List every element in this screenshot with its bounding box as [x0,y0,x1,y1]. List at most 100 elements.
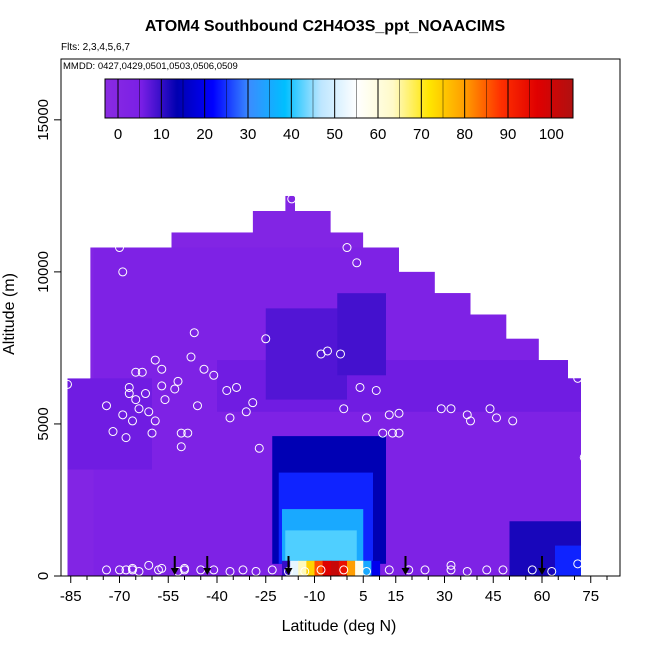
sample-point [176,442,186,452]
sample-point [336,349,345,359]
sample-point [267,565,277,575]
sample-point [427,261,436,271]
sample-point [63,379,72,389]
sample-point [485,404,495,414]
sample-point [352,258,362,268]
flight-arrow-head [401,568,410,575]
sample-point [394,428,404,438]
sample-point [144,560,154,570]
sample-point [251,566,261,576]
flight-arrow-head [170,568,179,575]
sample-point [131,395,141,405]
flight-arrow-head [203,568,212,575]
sample-point [147,428,157,438]
field-patch [337,293,386,376]
sample-point [180,563,189,573]
sample-point [157,381,167,391]
sample-point [225,413,235,423]
sample-point [446,560,456,570]
sample-point [300,566,310,576]
sample-point [134,404,144,414]
surface-cell [306,560,316,576]
sample-point [371,385,381,395]
sample-point [241,407,251,417]
surface-cell [314,560,324,576]
sample-point [170,384,180,394]
sample-point [446,404,456,414]
sample-point [443,243,453,253]
sample-point [508,416,518,426]
colorbar-tick-label: 100 [539,126,564,143]
flight-arrow-head [538,568,546,575]
sample-point [466,416,475,426]
flights-note: Flts: 2,3,4,5,6,7 [61,42,130,53]
sample-point [254,443,264,453]
colorbar-tick-label: 30 [240,126,257,143]
sample-point [144,407,154,417]
colorbar: 0 10 20 30 40 50 60 70 80 90 100 [104,78,574,143]
sample-point [573,373,583,383]
x-tick-label: -40 [206,588,228,605]
colorbar-tick-label: 20 [196,126,213,143]
sample-point [436,404,446,414]
sample-point [115,243,124,253]
x-axis-title: Latitude (deg N) [282,618,397,635]
sample-point [186,352,196,362]
sample-point [193,401,202,411]
sample-point [316,565,326,575]
sample-point [150,355,160,365]
sample-point [323,346,332,356]
x-tick-label: 45 [485,588,502,605]
x-tick-label: -55 [157,588,179,605]
sample-points [63,194,589,576]
colorbar-tick-label: 70 [413,126,430,143]
sample-point [355,382,365,392]
sample-point [157,364,167,374]
sample-point [342,243,352,253]
sample-point [446,565,456,575]
sample-point [248,398,258,408]
sample-point [462,566,472,576]
sample-point [420,565,430,575]
sample-point [176,428,186,438]
sample-point [362,566,371,576]
sample-point [102,565,111,575]
sample-point [482,565,492,575]
sample-point [498,565,508,575]
y-tick-label: 0 [35,572,52,580]
sample-point [384,565,394,575]
dates-note: MMDD: 0427,0429,0501,0503,0506,0509 [63,61,238,72]
field-patch [67,378,152,470]
sample-point [131,367,141,377]
sample-point [362,413,371,423]
y-axis-title: Altitude (m) [1,273,18,355]
surface-cell [363,560,372,576]
sample-point [121,565,131,575]
plot-frame [60,58,621,577]
concentration-field [67,195,581,576]
sample-point [384,410,394,420]
sample-point [118,410,128,420]
sample-point [118,267,128,277]
surface-cell [347,560,356,576]
chart-title: ATOM4 Southbound C2H4O3S_ppt_NOAACIMS [144,18,506,35]
colorbar-tick-label: 50 [326,126,343,143]
surface-cell [322,560,332,576]
sample-point [102,401,111,411]
x-tick-label: -25 [255,588,277,605]
y-tick-label: 5000 [35,407,52,440]
colorbar-tick-label: 90 [500,126,517,143]
x-tick-label: 30 [436,588,453,605]
colorbar-bar [104,78,574,119]
colorbar-tick-label: 80 [456,126,473,143]
sample-point [157,563,167,573]
sample-point [222,385,232,395]
x-tick-label: -10 [304,588,326,605]
sample-point [141,389,150,399]
field-patch [555,545,581,576]
surface-cell [338,560,348,576]
sample-point [339,404,349,414]
sample-point [287,194,297,204]
sample-point [388,428,397,438]
